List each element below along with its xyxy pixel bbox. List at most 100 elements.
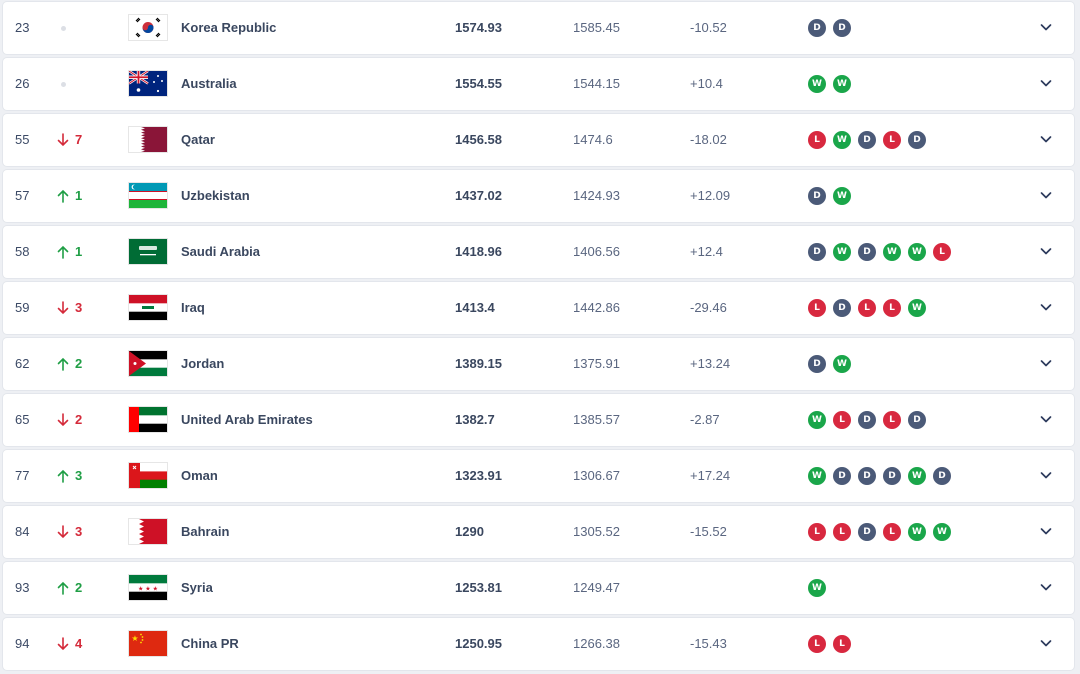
rank-movement — [57, 58, 97, 110]
rank-change: 3 — [75, 468, 83, 483]
team-name[interactable]: Australia — [181, 76, 237, 91]
rank-change: 2 — [75, 580, 83, 595]
previous-points: 1305.52 — [573, 524, 620, 539]
total-points: 1554.55 — [455, 76, 502, 91]
arrow-down-icon — [57, 413, 69, 427]
chevron-down-icon[interactable] — [1039, 524, 1053, 538]
form-badge: L — [833, 635, 851, 653]
team-name[interactable]: Oman — [181, 468, 218, 483]
form-badge: D — [858, 411, 876, 429]
table-row[interactable]: 23 Korea Republic 1574.93 1585.45 -10.52 D D — [3, 2, 1074, 54]
chevron-down-icon[interactable] — [1039, 468, 1053, 482]
team-name[interactable]: Syria — [181, 580, 213, 595]
team-name[interactable]: Saudi Arabia — [181, 244, 260, 259]
rank: 62 — [15, 356, 30, 371]
total-points: 1389.15 — [455, 356, 502, 371]
points-difference: -29.46 — [690, 300, 727, 315]
form-badge: W — [808, 411, 826, 429]
form-badge: D — [833, 19, 851, 37]
form-badge: D — [933, 467, 951, 485]
team-name[interactable]: Bahrain — [181, 524, 230, 539]
no-change-icon — [61, 25, 66, 31]
chevron-down-icon[interactable] — [1039, 20, 1053, 34]
previous-points: 1424.93 — [573, 188, 620, 203]
total-points: 1418.96 — [455, 244, 502, 259]
arrow-up-icon — [57, 189, 69, 203]
form-badge: L — [808, 523, 826, 541]
form-badge: D — [858, 523, 876, 541]
table-row[interactable]: 84 3 Bahrain 1290 1305.52 -15.52 L L D L W W — [3, 506, 1074, 558]
form-badge: W — [908, 467, 926, 485]
chevron-down-icon[interactable] — [1039, 244, 1053, 258]
points-difference: +13.24 — [690, 356, 731, 371]
points-difference: -15.52 — [690, 524, 727, 539]
table-row[interactable]: 57 1 Uzbekistan 1437.02 1424.93 +12.09 D W — [3, 170, 1074, 222]
form-badge: L — [833, 411, 851, 429]
table-row[interactable]: 55 7 Qatar 1456.58 1474.6 -18.02 L W D L D — [3, 114, 1074, 166]
rank-change: 1 — [75, 188, 83, 203]
form-badge: W — [833, 131, 851, 149]
team-name[interactable]: Jordan — [181, 356, 225, 371]
form-badge: W — [808, 467, 826, 485]
jordan-flag-icon — [129, 351, 167, 376]
previous-points: 1406.56 — [573, 244, 620, 259]
team-name[interactable]: Uzbekistan — [181, 188, 250, 203]
syria-flag-icon: ★ ★ ★ — [129, 575, 167, 600]
chevron-down-icon[interactable] — [1039, 412, 1053, 426]
form-badge: W — [933, 523, 951, 541]
form-badge: W — [908, 243, 926, 261]
previous-points: 1385.57 — [573, 412, 620, 427]
previous-points: 1544.15 — [573, 76, 620, 91]
table-row[interactable]: 77 3 Oman 1323.91 1306.67 +17.24 W D D D W D — [3, 450, 1074, 502]
table-row[interactable]: 59 3 Iraq 1413.4 1442.86 -29.46 L D L L W — [3, 282, 1074, 334]
form-badge: L — [933, 243, 951, 261]
form-badge: L — [858, 299, 876, 317]
table-row[interactable]: 62 2 Jordan 1389.15 1375.91 +13.24 D W — [3, 338, 1074, 390]
table-row[interactable]: 93 2 ★ ★ ★ Syria 1253.81 1249.47 W — [3, 562, 1074, 614]
chevron-down-icon[interactable] — [1039, 580, 1053, 594]
rank-change: 2 — [75, 412, 83, 427]
team-name[interactable]: United Arab Emirates — [181, 412, 313, 427]
rank-movement — [57, 2, 97, 54]
table-row[interactable]: 94 4 ★ China PR 1250.95 1266.38 -15.43 L L — [3, 618, 1074, 670]
form-badge: L — [883, 299, 901, 317]
form-badge: W — [833, 355, 851, 373]
table-row[interactable]: 58 1 Saudi Arabia 1418.96 1406.56 +12.4 D W D W W L — [3, 226, 1074, 278]
svg-text:★: ★ — [131, 634, 138, 643]
points-difference: -15.43 — [690, 636, 727, 651]
table-row[interactable]: 65 2 United Arab Emirates 1382.7 1385.57 -2.8… — [3, 394, 1074, 446]
previous-points: 1306.67 — [573, 468, 620, 483]
chevron-down-icon[interactable] — [1039, 188, 1053, 202]
rank-movement: 2 — [57, 562, 97, 614]
points-difference: +12.09 — [690, 188, 731, 203]
chevron-down-icon[interactable] — [1039, 300, 1053, 314]
team-name[interactable]: Korea Republic — [181, 20, 277, 35]
form-badge: D — [833, 299, 851, 317]
chevron-down-icon[interactable] — [1039, 76, 1053, 90]
form-badge: W — [833, 243, 851, 261]
arrow-up-icon — [57, 245, 69, 259]
total-points: 1456.58 — [455, 132, 502, 147]
total-points: 1290 — [455, 524, 484, 539]
team-name[interactable]: Iraq — [181, 300, 205, 315]
chevron-down-icon[interactable] — [1039, 356, 1053, 370]
qatar-flag-icon — [129, 127, 167, 152]
chevron-down-icon[interactable] — [1039, 636, 1053, 650]
team-name[interactable]: China PR — [181, 636, 239, 651]
previous-points: 1474.6 — [573, 132, 613, 147]
form-badge: D — [858, 243, 876, 261]
total-points: 1250.95 — [455, 636, 502, 651]
rank: 55 — [15, 132, 30, 147]
chevron-down-icon[interactable] — [1039, 132, 1053, 146]
form-badge: D — [858, 467, 876, 485]
previous-points: 1442.86 — [573, 300, 620, 315]
rank-movement: 2 — [57, 394, 97, 446]
table-row[interactable]: 26 Australia 1554.55 1544.15 +10.4 W W — [3, 58, 1074, 110]
form-badge: L — [808, 635, 826, 653]
team-name[interactable]: Qatar — [181, 132, 215, 147]
